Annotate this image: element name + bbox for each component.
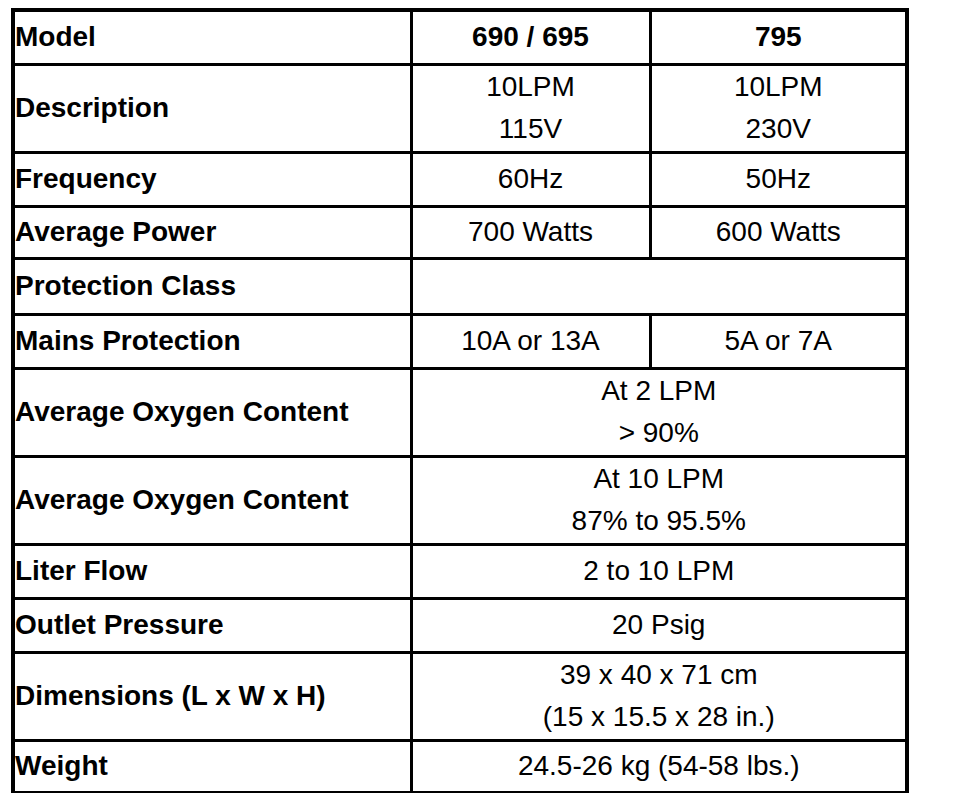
spec-value-average-power-795: 600 Watts xyxy=(650,206,907,258)
spec-label-outlet-pressure: Outlet Pressure xyxy=(13,598,411,652)
spec-value-liter-flow: 2 to 10 LPM xyxy=(411,544,907,598)
oxygen-condition-line: At 2 LPM xyxy=(413,370,906,413)
spec-table: Model 690 / 695 795 Description 10LPM 11… xyxy=(11,8,909,793)
spec-value-average-power-690-695: 700 Watts xyxy=(411,206,650,258)
spec-value-model-690-695: 690 / 695 xyxy=(411,10,650,64)
description-line-flow: 10LPM xyxy=(413,66,649,109)
spec-value-weight: 24.5-26 kg (54-58 lbs.) xyxy=(411,740,907,793)
spec-value-mains-protection-690-695: 10A or 13A xyxy=(411,314,650,368)
spec-label-average-oxygen-content-2lpm: Average Oxygen Content xyxy=(13,368,411,456)
row-average-power: Average Power 700 Watts 600 Watts xyxy=(13,206,907,258)
row-liter-flow: Liter Flow 2 to 10 LPM xyxy=(13,544,907,598)
row-weight: Weight 24.5-26 kg (54-58 lbs.) xyxy=(13,740,907,793)
spec-label-average-power: Average Power xyxy=(13,206,411,258)
description-line-voltage: 230V xyxy=(652,108,906,151)
spec-label-protection-class: Protection Class xyxy=(13,258,411,314)
row-average-oxygen-content-10lpm: Average Oxygen Content At 10 LPM 87% to … xyxy=(13,456,907,544)
spec-value-description-690-695: 10LPM 115V xyxy=(411,64,650,152)
spec-value-frequency-690-695: 60Hz xyxy=(411,152,650,206)
spec-value-average-oxygen-content-2lpm: At 2 LPM > 90% xyxy=(411,368,907,456)
spec-value-model-795: 795 xyxy=(650,10,907,64)
row-average-oxygen-content-2lpm: Average Oxygen Content At 2 LPM > 90% xyxy=(13,368,907,456)
row-model: Model 690 / 695 795 xyxy=(13,10,907,64)
row-frequency: Frequency 60Hz 50Hz xyxy=(13,152,907,206)
dimensions-imperial-line: (15 x 15.5 x 28 in.) xyxy=(413,696,906,739)
spec-label-liter-flow: Liter Flow xyxy=(13,544,411,598)
spec-label-frequency: Frequency xyxy=(13,152,411,206)
oxygen-percentage-line: > 90% xyxy=(413,412,906,455)
row-dimensions: Dimensions (L x W x H) 39 x 40 x 71 cm (… xyxy=(13,652,907,740)
oxygen-condition-line: At 10 LPM xyxy=(413,458,906,501)
spec-value-mains-protection-795: 5A or 7A xyxy=(650,314,907,368)
spec-value-protection-class xyxy=(411,258,907,314)
row-description: Description 10LPM 115V 10LPM 230V xyxy=(13,64,907,152)
row-outlet-pressure: Outlet Pressure 20 Psig xyxy=(13,598,907,652)
dimensions-metric-line: 39 x 40 x 71 cm xyxy=(413,654,906,697)
description-line-voltage: 115V xyxy=(413,108,649,151)
row-protection-class: Protection Class xyxy=(13,258,907,314)
spec-value-outlet-pressure: 20 Psig xyxy=(411,598,907,652)
spec-label-dimensions: Dimensions (L x W x H) xyxy=(13,652,411,740)
oxygen-percentage-line: 87% to 95.5% xyxy=(413,500,906,543)
spec-label-model: Model xyxy=(13,10,411,64)
spec-value-average-oxygen-content-10lpm: At 10 LPM 87% to 95.5% xyxy=(411,456,907,544)
document-page: Model 690 / 695 795 Description 10LPM 11… xyxy=(0,0,970,793)
spec-label-mains-protection: Mains Protection xyxy=(13,314,411,368)
spec-label-description: Description xyxy=(13,64,411,152)
row-mains-protection: Mains Protection 10A or 13A 5A or 7A xyxy=(13,314,907,368)
spec-value-dimensions: 39 x 40 x 71 cm (15 x 15.5 x 28 in.) xyxy=(411,652,907,740)
description-line-flow: 10LPM xyxy=(652,66,906,109)
spec-label-average-oxygen-content-10lpm: Average Oxygen Content xyxy=(13,456,411,544)
spec-value-description-795: 10LPM 230V xyxy=(650,64,907,152)
spec-value-frequency-795: 50Hz xyxy=(650,152,907,206)
spec-label-weight: Weight xyxy=(13,740,411,793)
